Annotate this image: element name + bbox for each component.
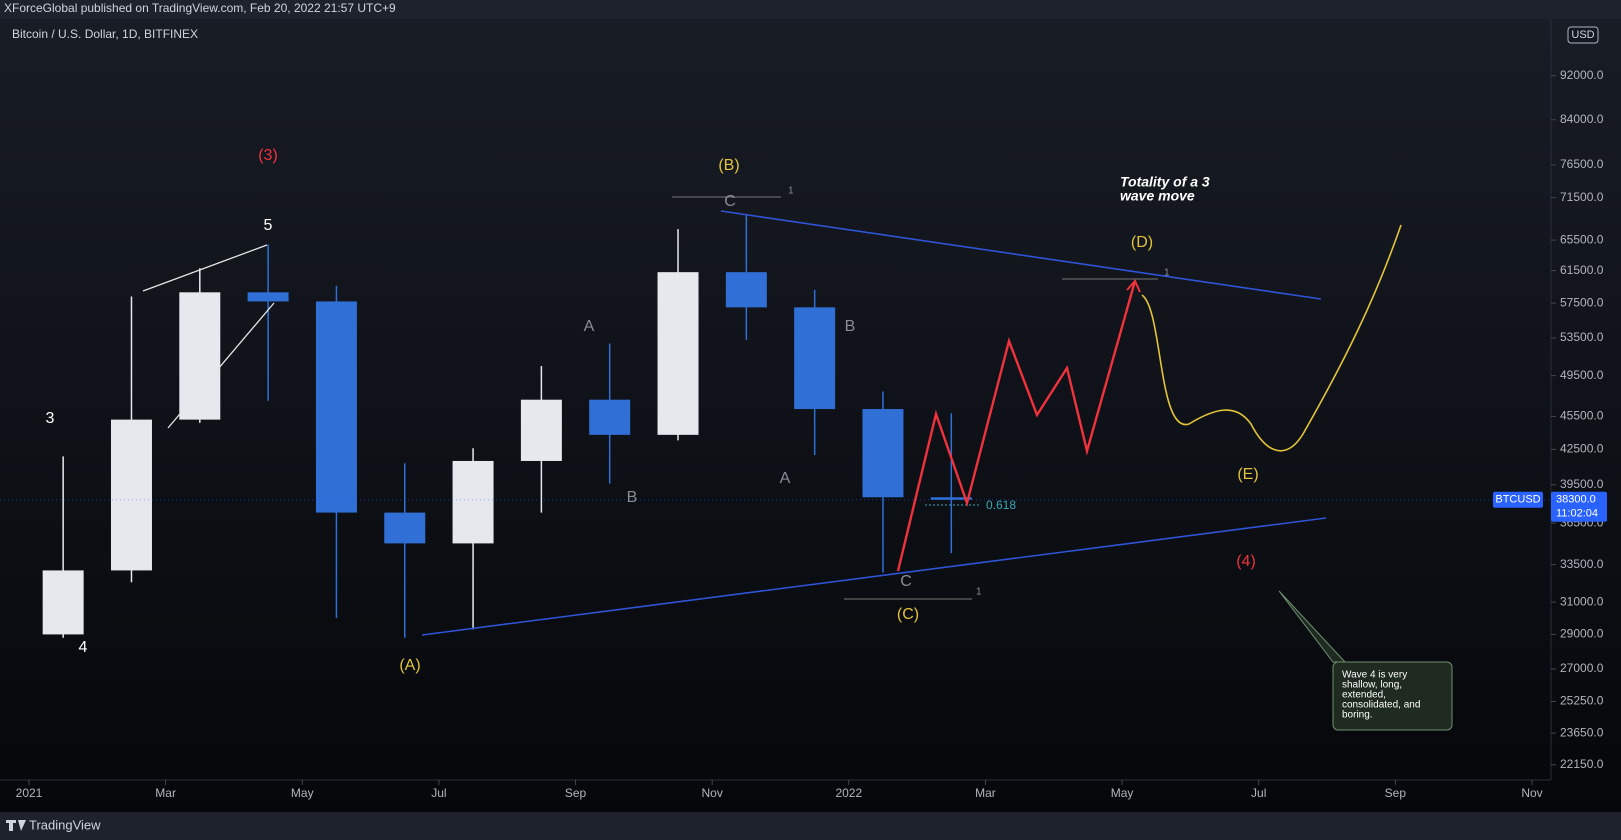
- candle-body: [315, 301, 357, 513]
- countdown: 11:02:04: [1556, 508, 1598, 520]
- y-tick-label: 39500.0: [1560, 477, 1604, 491]
- y-tick-label: 61500.0: [1560, 263, 1604, 277]
- wave-label: (4): [1236, 553, 1256, 570]
- candle-body: [110, 419, 152, 571]
- candle-body: [384, 512, 426, 544]
- symbol-title: Bitcoin / U.S. Dollar, 1D, BITFINEX: [12, 27, 198, 41]
- callout-text: boring.: [1342, 710, 1373, 721]
- wave-label: C: [900, 573, 912, 590]
- wave-label: (3): [258, 147, 278, 164]
- wave-label: (C): [897, 606, 919, 623]
- wave-label: 3: [46, 410, 55, 427]
- brand-logo: [6, 820, 26, 831]
- y-tick-label: 49500.0: [1560, 368, 1604, 382]
- x-tick-label: Sep: [565, 786, 587, 800]
- wave-label: 4: [79, 639, 88, 656]
- candle-body: [725, 272, 767, 308]
- triangle-upper: [720, 210, 1322, 300]
- footer-bar: [0, 812, 1621, 840]
- price-tag: [1551, 491, 1607, 522]
- brand: TradingView: [29, 817, 101, 832]
- x-tick-label: Jul: [431, 786, 446, 800]
- callout-box: [1332, 661, 1453, 731]
- wave-label: (B): [718, 157, 739, 174]
- y-tick-label: 33500.0: [1560, 557, 1604, 571]
- y-tick-label: 53500.0: [1560, 330, 1604, 344]
- wave-label: B: [627, 489, 638, 506]
- candle-body: [657, 272, 699, 435]
- y-tick-label: 76500.0: [1560, 157, 1604, 171]
- callout-text: consolidated, and: [1342, 700, 1420, 711]
- currency-badge[interactable]: [1567, 26, 1599, 44]
- y-tick-label: 42500.0: [1560, 442, 1604, 456]
- candle-body: [42, 570, 84, 635]
- projection-curve: [1141, 224, 1402, 452]
- y-tick-label: 84000.0: [1560, 112, 1604, 126]
- x-tick-label: Nov: [702, 786, 723, 800]
- x-tick-label: Mar: [975, 786, 996, 800]
- y-tick-label: 57500.0: [1560, 295, 1604, 309]
- callout-text: shallow, long,: [1342, 680, 1402, 691]
- level-label: 1: [788, 186, 794, 197]
- y-tick-label: 22150.0: [1560, 757, 1604, 771]
- wave-label: (E): [1237, 466, 1258, 483]
- x-tick-label: Nov: [1521, 786, 1542, 800]
- publisher: XForceGlobal published on TradingView.co…: [4, 1, 396, 15]
- candle-body: [930, 497, 972, 500]
- note: Totality of a 3: [1120, 174, 1210, 190]
- ticker: BTCUSD: [1495, 494, 1540, 506]
- price-tag-label: 38300.0: [1556, 494, 1596, 506]
- y-tick-label: 45500.0: [1560, 409, 1604, 423]
- x-tick-label: 2022: [835, 786, 862, 800]
- candle-body: [794, 307, 836, 410]
- x-tick-label: May: [291, 786, 314, 800]
- currency: USD: [1571, 29, 1594, 41]
- triangle-lower: [421, 517, 1327, 636]
- wave-label: B: [845, 318, 856, 335]
- level-label: 1: [976, 587, 982, 598]
- wave-label: A: [584, 318, 595, 335]
- projection-path: [896, 280, 1137, 572]
- wave-label: A: [780, 470, 791, 487]
- wave-label: C: [724, 193, 736, 210]
- fib-label: 0.618: [986, 498, 1016, 512]
- candle-body: [589, 399, 631, 435]
- candle-body: [247, 292, 289, 302]
- y-tick-label: 29000.0: [1560, 627, 1604, 641]
- wave-label: 5: [264, 217, 273, 234]
- callout-text: extended,: [1342, 690, 1386, 701]
- x-tick-label: Sep: [1385, 786, 1407, 800]
- wave-label: (D): [1131, 234, 1153, 251]
- y-tick-label: 25250.0: [1560, 694, 1604, 708]
- y-tick-label: 23650.0: [1560, 725, 1604, 739]
- candle-body: [862, 409, 904, 498]
- candle-body: [520, 399, 562, 461]
- x-tick-label: 2021: [16, 786, 43, 800]
- note: wave move: [1120, 188, 1195, 204]
- ticker-tag: [1493, 491, 1543, 508]
- y-tick-label: 31000.0: [1560, 594, 1604, 608]
- y-tick-label: 27000.0: [1560, 661, 1604, 675]
- y-tick-label: 71500.0: [1560, 190, 1604, 204]
- header-bar: [0, 0, 1621, 19]
- x-tick-label: Mar: [155, 786, 176, 800]
- wave-label: (A): [399, 657, 420, 674]
- level-label: 1: [1164, 268, 1170, 279]
- y-tick-label: 65500.0: [1560, 232, 1604, 246]
- callout-text: Wave 4 is very: [1342, 670, 1407, 681]
- wedge-line: [167, 302, 275, 429]
- y-tick-label: 92000.0: [1560, 68, 1604, 82]
- candle-body: [179, 292, 221, 420]
- wedge-line: [142, 244, 268, 292]
- x-tick-label: Jul: [1251, 786, 1266, 800]
- projection-arrow: [1126, 279, 1141, 293]
- candle-body: [452, 460, 494, 544]
- x-tick-label: May: [1111, 786, 1134, 800]
